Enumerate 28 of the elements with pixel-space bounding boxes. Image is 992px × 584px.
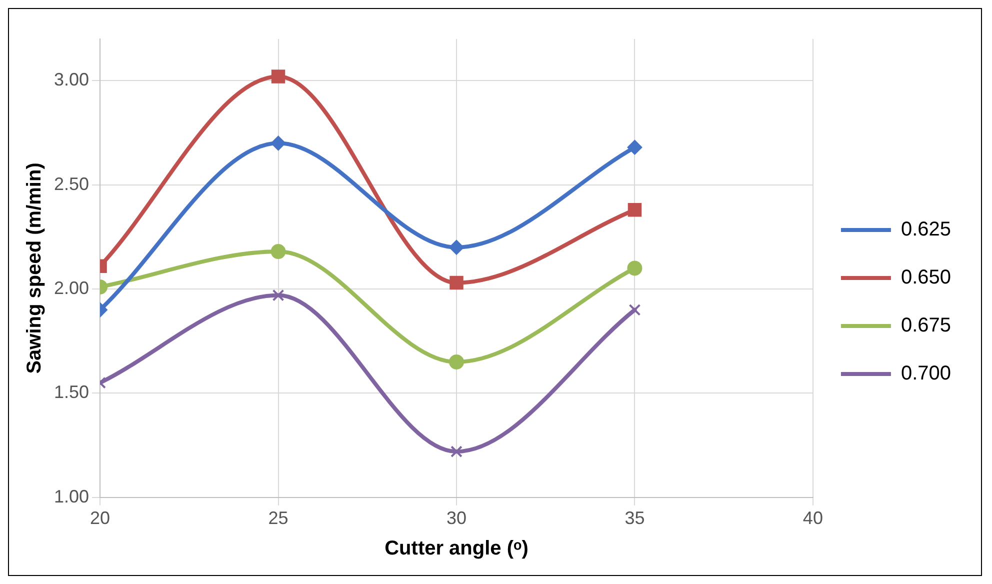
y-tick-label: 3.00 [54,70,90,90]
point [270,136,286,151]
legend-label: 0.625 [900,218,952,241]
point [448,240,464,255]
point [270,244,286,260]
point [272,289,284,302]
point [627,260,642,276]
x-axis-title: Cutter angle (ᵒ) [384,538,528,560]
point [628,202,642,217]
y-tick-label: 2.50 [54,174,90,194]
x-tick-label: 30 [446,508,467,528]
x-tick-label: 35 [624,508,645,528]
y-tick-label: 2.00 [54,278,90,298]
x-tick-label: 25 [268,508,288,528]
legend-label: 0.650 [900,266,952,289]
point [450,276,464,290]
point [627,140,642,155]
point [271,70,286,84]
legend-label: 0.675 [900,314,952,337]
point [448,354,464,370]
x-tick-label: 20 [90,508,110,528]
point [628,304,641,316]
y-axis-title: Sawing speed (m/min) [24,162,46,374]
y-tick-label: 1.00 [54,486,90,506]
x-tick-label: 40 [802,508,823,528]
legend-label: 0.700 [900,362,952,385]
point [450,446,462,458]
y-tick-label: 1.50 [54,382,90,402]
